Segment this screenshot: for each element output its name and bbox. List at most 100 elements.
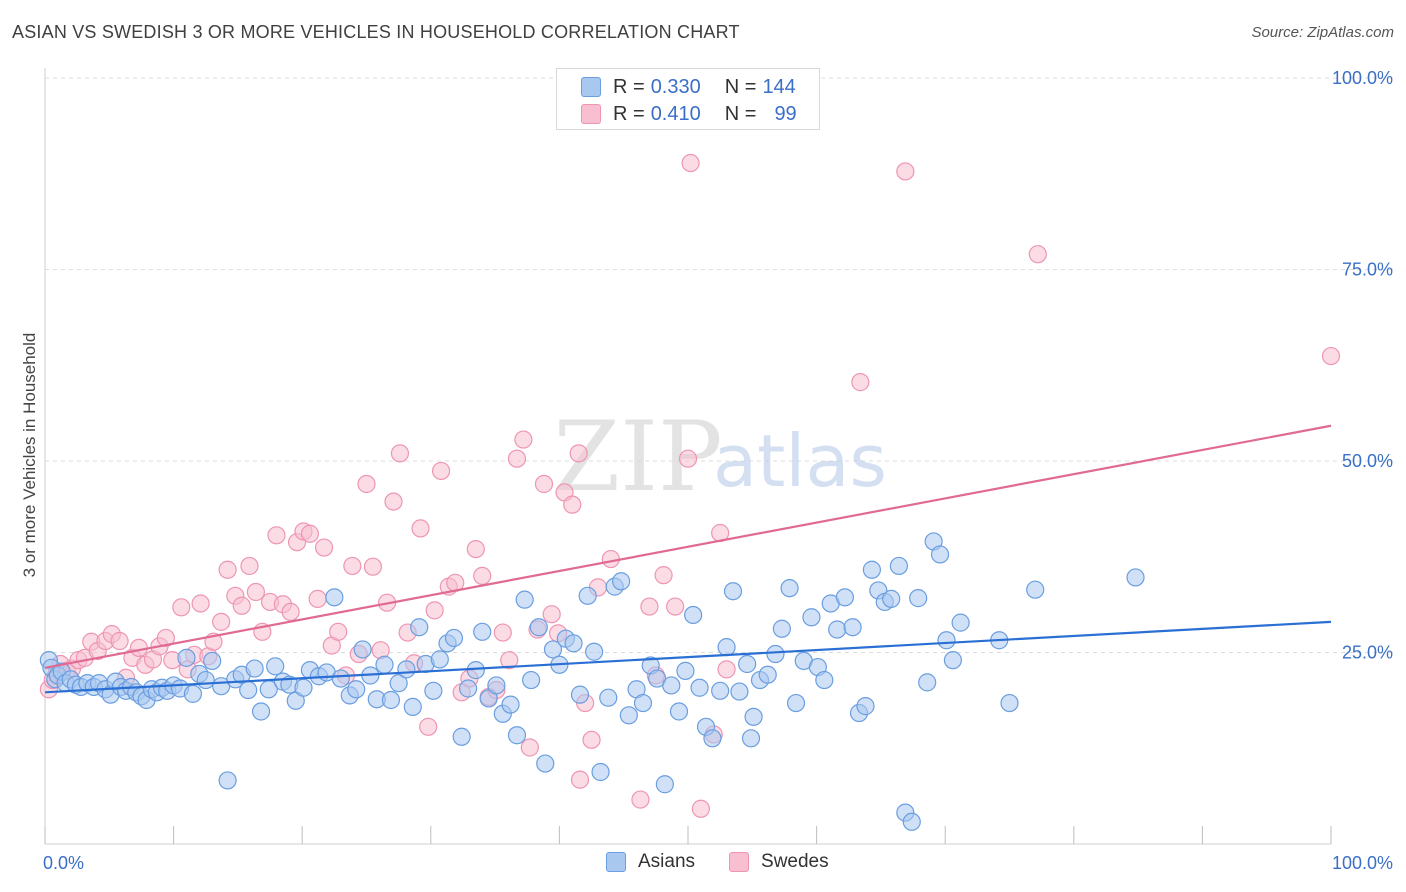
asian-point bbox=[902, 812, 921, 831]
swede-point bbox=[357, 474, 376, 494]
asian-point bbox=[245, 659, 264, 678]
swede-point bbox=[493, 623, 512, 642]
correlation-legend: R = 0.330 N = 144 R = 0.410 N = 99 bbox=[556, 68, 820, 130]
swede-point bbox=[246, 582, 266, 602]
asian-point bbox=[536, 754, 555, 773]
asian-point bbox=[501, 695, 520, 714]
asian-point bbox=[828, 620, 847, 639]
asian-point bbox=[744, 707, 763, 726]
swede-point bbox=[654, 566, 673, 585]
swedes-r-label: R = bbox=[613, 102, 645, 125]
swede-point bbox=[466, 539, 485, 559]
asian-point bbox=[403, 697, 422, 716]
trend-lines bbox=[44, 424, 1332, 694]
asian-point bbox=[183, 684, 202, 703]
asian-point bbox=[218, 771, 237, 790]
asian-point bbox=[856, 697, 875, 716]
asian-point bbox=[951, 613, 970, 632]
asian-point bbox=[543, 640, 563, 659]
swede-point bbox=[570, 770, 590, 789]
asians-swatch bbox=[581, 77, 601, 97]
swede-point bbox=[281, 602, 300, 622]
asian-point bbox=[815, 670, 834, 690]
asian-point bbox=[375, 655, 394, 674]
swede-point bbox=[129, 638, 148, 658]
asian-point bbox=[353, 640, 372, 659]
swede-point bbox=[514, 430, 533, 449]
y-tick-label: 100.0% bbox=[1332, 68, 1393, 88]
swede-point bbox=[191, 594, 210, 613]
swede-point bbox=[300, 524, 320, 543]
asian-point bbox=[1126, 568, 1145, 587]
y-tick-label: 25.0% bbox=[1342, 643, 1393, 663]
asian-point bbox=[564, 634, 583, 653]
asian-point bbox=[619, 706, 638, 725]
legend-row-asians: R = 0.330 N = 144 bbox=[581, 74, 796, 100]
swede-point bbox=[534, 474, 554, 494]
swede-point bbox=[563, 495, 582, 514]
swede-point bbox=[631, 790, 650, 809]
asian-point bbox=[802, 608, 821, 627]
swede-point bbox=[267, 526, 286, 545]
swede-point bbox=[110, 631, 129, 651]
asian-point bbox=[599, 688, 618, 707]
asians-n-label: N = bbox=[724, 75, 757, 98]
asians-legend-swatch bbox=[606, 852, 626, 872]
asian-point bbox=[331, 669, 350, 688]
chart-title: ASIAN VS SWEDISH 3 OR MORE VEHICLES IN H… bbox=[12, 22, 740, 42]
asian-point bbox=[424, 681, 443, 700]
swede-point bbox=[343, 556, 362, 576]
asian-point bbox=[766, 644, 785, 664]
asian-point bbox=[943, 651, 963, 670]
asian-point bbox=[487, 676, 506, 695]
asian-point bbox=[381, 690, 401, 710]
swede-point bbox=[473, 566, 492, 586]
swede-point bbox=[681, 153, 700, 173]
swede-point bbox=[542, 605, 561, 624]
watermark: ZIP atlas bbox=[553, 401, 887, 513]
swede-point bbox=[691, 799, 710, 818]
swede-point bbox=[507, 449, 527, 468]
y-axis-label: 3 or more Vehicles in Household bbox=[20, 333, 39, 578]
asian-point bbox=[1026, 580, 1045, 599]
asian-point bbox=[669, 702, 689, 721]
swedes-n-value: 99 bbox=[774, 102, 797, 125]
asian-point bbox=[473, 622, 492, 641]
swede-point bbox=[666, 597, 685, 616]
asians-n-value: 144 bbox=[762, 75, 796, 98]
asians-points bbox=[39, 532, 1145, 831]
swede-point bbox=[384, 492, 403, 511]
asian-point bbox=[889, 556, 909, 576]
swede-point bbox=[601, 549, 620, 569]
swede-point bbox=[363, 557, 383, 576]
legend-row-swedes: R = 0.410 N = 99 bbox=[581, 101, 797, 127]
asian-point bbox=[690, 678, 709, 697]
swedes-trend-line bbox=[44, 424, 1332, 669]
swedes-swatch bbox=[581, 104, 601, 124]
swede-point bbox=[851, 373, 870, 392]
swede-point bbox=[329, 622, 348, 641]
axis-labels: 25.0% 50.0% 75.0% 100.0% 0.0% 100.0% bbox=[43, 68, 1393, 873]
asian-point bbox=[937, 631, 956, 650]
asian-point bbox=[612, 572, 631, 591]
asian-point bbox=[738, 654, 757, 674]
swede-point bbox=[232, 596, 251, 615]
asian-point bbox=[239, 680, 258, 700]
swede-point bbox=[896, 162, 915, 181]
swede-point bbox=[240, 556, 259, 576]
swede-point bbox=[640, 597, 659, 616]
asian-point bbox=[410, 618, 429, 637]
asian-point bbox=[347, 680, 366, 699]
asian-point bbox=[294, 678, 313, 697]
swede-point bbox=[411, 519, 430, 538]
asian-point bbox=[389, 674, 408, 693]
asian-point bbox=[772, 619, 791, 638]
asian-point bbox=[266, 657, 285, 676]
asian-point bbox=[882, 589, 901, 608]
asian-point bbox=[578, 586, 597, 605]
swede-point bbox=[1321, 346, 1341, 366]
asian-point bbox=[397, 660, 416, 679]
legend-item-asians: Asians bbox=[606, 851, 695, 873]
asian-point bbox=[741, 729, 761, 748]
swede-point bbox=[678, 449, 698, 468]
